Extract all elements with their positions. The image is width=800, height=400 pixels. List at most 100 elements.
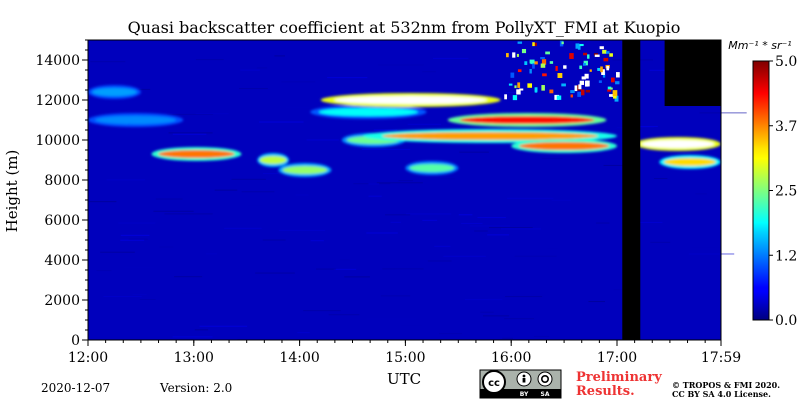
- x-axis: 12:00 13:00 14:00 15:00 16:00 17:00 17:59: [68, 340, 741, 366]
- noise-streak: [500, 228, 541, 230]
- noise-streak: [310, 240, 324, 242]
- noise-pixel: [541, 85, 545, 91]
- noise-pixel: [606, 65, 610, 71]
- noise-streak: [123, 266, 154, 268]
- noise-streak: [136, 88, 151, 90]
- noise-streak: [459, 151, 489, 153]
- noise-pixel: [534, 87, 538, 92]
- noise-pixel: [570, 94, 573, 98]
- noise-pixel: [609, 94, 614, 97]
- noise-streak: [688, 253, 735, 255]
- noise-streak: [440, 178, 456, 180]
- version-label: Version: 2.0: [159, 381, 232, 395]
- noise-streak: [262, 173, 279, 175]
- noise-streak: [96, 270, 112, 272]
- noise-pixel: [563, 65, 567, 69]
- noise-pixel: [580, 89, 585, 96]
- noise-streak: [248, 204, 263, 206]
- noise-streak: [469, 225, 511, 227]
- noise-streak: [376, 182, 423, 184]
- noise-pixel: [549, 61, 554, 64]
- noise-streak: [541, 157, 563, 159]
- noise-streak: [168, 132, 213, 134]
- y-tick-label: 6000: [44, 213, 80, 229]
- noise-pixel: [610, 77, 615, 83]
- by-badge-text: BY: [520, 391, 529, 398]
- preliminary-line2: Results.: [576, 384, 635, 399]
- noise-streak: [255, 272, 295, 274]
- noise-pixel: [534, 61, 538, 65]
- cloud-layer-core: [663, 158, 717, 166]
- noise-streak: [637, 221, 663, 223]
- noise-pixel: [541, 59, 547, 65]
- sa-icon: [537, 371, 553, 387]
- noise-pixel: [584, 73, 589, 79]
- noise-streak: [382, 268, 424, 270]
- cloud-layer-core: [158, 150, 235, 158]
- noise-pixel: [540, 63, 546, 68]
- noise-streak: [588, 301, 606, 303]
- noise-streak: [199, 325, 248, 327]
- x-tick-label: 17:59: [701, 350, 741, 366]
- noise-streak: [103, 295, 142, 297]
- noise-streak: [373, 129, 398, 131]
- noise-streak: [240, 69, 260, 71]
- noise-pixel: [561, 83, 566, 87]
- noise-streak: [443, 255, 486, 257]
- copyright-line2: CC BY SA 4.0 License.: [672, 389, 771, 399]
- noise-pixel: [514, 85, 517, 89]
- noise-streak: [262, 239, 286, 241]
- noise-streak: [368, 183, 380, 185]
- noise-streak: [285, 107, 315, 109]
- noise-streak: [596, 222, 610, 224]
- x-tick-label: 12:00: [68, 350, 108, 366]
- preliminary-line1: Preliminary: [576, 370, 662, 385]
- noise-pixel: [542, 73, 547, 77]
- noise-pixel: [516, 53, 519, 57]
- noise-streak: [181, 292, 204, 294]
- noise-pixel: [609, 53, 613, 57]
- noise-streak: [376, 91, 411, 93]
- noise-streak: [256, 67, 268, 69]
- noise-streak: [422, 219, 438, 221]
- noise-pixel: [593, 53, 598, 56]
- noise-streak: [400, 325, 422, 327]
- noise-streak: [366, 318, 416, 320]
- noise-streak: [368, 195, 382, 197]
- noise-streak: [488, 298, 535, 300]
- colorbar-tick-label: 1.2: [775, 248, 797, 264]
- noise-pixel: [606, 51, 610, 54]
- cloud-layer-core: [382, 132, 598, 140]
- noise-streak: [155, 198, 183, 200]
- cloud-layer-core: [641, 140, 715, 148]
- noise-streak: [474, 230, 488, 232]
- noise-streak: [100, 251, 135, 253]
- noise-pixel: [587, 54, 590, 59]
- noise-streak: [159, 246, 174, 248]
- noise-pixel: [581, 76, 586, 80]
- colorbar-unit: Mm⁻¹ * sr⁻¹: [728, 39, 791, 52]
- noise-pixel: [594, 54, 600, 57]
- cloud-layer-core: [91, 88, 137, 96]
- cloud-layer-core: [519, 142, 610, 150]
- noise-streak: [653, 178, 668, 180]
- noise-streak: [477, 217, 506, 219]
- noise-streak: [306, 139, 339, 141]
- no-data-period: [622, 40, 641, 340]
- colorbar-tick-label: 0.0: [775, 313, 797, 329]
- noise-streak: [106, 179, 145, 181]
- y-tick-label: 8000: [44, 173, 80, 189]
- noise-streak: [422, 71, 436, 73]
- noise-streak: [153, 210, 194, 212]
- noise-streak: [434, 245, 451, 247]
- x-tick-label: 13:00: [174, 350, 214, 366]
- noise-pixel: [532, 62, 535, 69]
- noise-streak: [461, 222, 483, 224]
- noise-pixel: [597, 67, 602, 71]
- noise-pixel: [610, 87, 613, 90]
- noise-streak: [504, 318, 535, 320]
- noise-streak: [487, 234, 510, 236]
- noise-streak: [427, 260, 452, 262]
- cloud-layer-core: [409, 164, 455, 172]
- noise-streak: [505, 92, 526, 94]
